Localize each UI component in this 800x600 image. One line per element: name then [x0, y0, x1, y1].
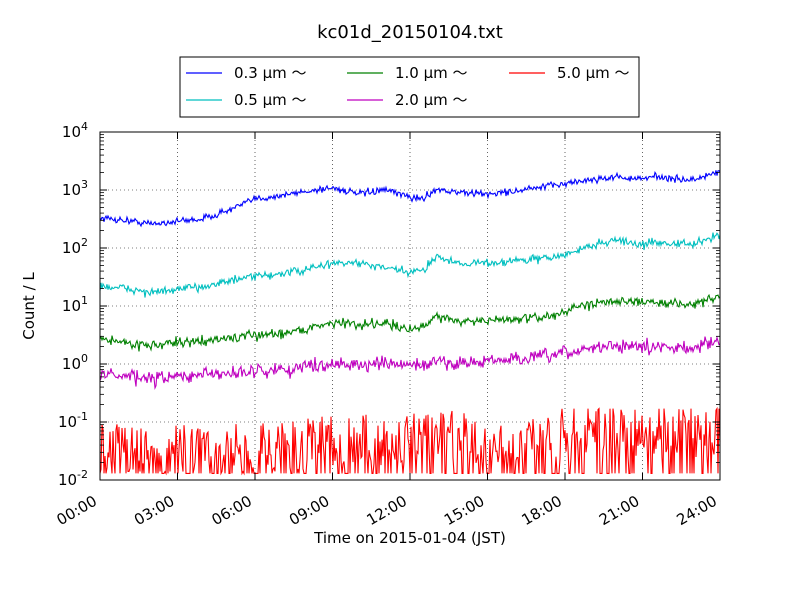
y-tick-label: 10-2 — [58, 468, 88, 489]
x-tick-label: 18:00 — [519, 492, 565, 529]
y-tick-label: 101 — [62, 294, 88, 315]
series-line — [99, 232, 721, 298]
x-tick-label: 12:00 — [364, 492, 410, 529]
x-tick-label: 03:00 — [131, 492, 177, 529]
legend-label: 2.0 μm ～ — [395, 91, 468, 109]
series-line — [99, 293, 721, 352]
series-lines — [99, 170, 721, 476]
x-tick-label: 09:00 — [286, 492, 332, 529]
chart-title: kc01d_20150104.txt — [317, 22, 503, 43]
x-axis-label: Time on 2015-01-04 (JST) — [313, 529, 506, 547]
legend-label: 0.5 μm ～ — [234, 91, 307, 109]
series-line — [99, 335, 721, 391]
y-axis-label: Count / L — [20, 272, 38, 340]
legend-label: 0.3 μm ～ — [234, 64, 307, 82]
y-tick-label: 103 — [62, 178, 88, 199]
x-tick-label: 00:00 — [54, 492, 100, 529]
legend-box — [179, 56, 640, 118]
legend-label: 5.0 μm ～ — [557, 64, 630, 82]
x-tick-label: 24:00 — [674, 492, 720, 529]
legend-label: 1.0 μm ～ — [395, 64, 468, 82]
series-line — [99, 170, 721, 228]
grid — [100, 132, 720, 480]
y-tick-label: 100 — [62, 352, 88, 373]
x-tick-label: 06:00 — [209, 492, 255, 529]
legend: 0.3 μm ～ 0.5 μm ～ 1.0 μm ～ 2.0 μm ～ 5.0 μm ～ — [179, 56, 640, 118]
y-tick-label: 104 — [62, 120, 88, 141]
x-tick-label: 15:00 — [441, 492, 487, 529]
x-tick-label: 21:00 — [596, 492, 642, 529]
y-tick-label: 102 — [62, 236, 88, 257]
y-tick-label: 10-1 — [58, 410, 88, 431]
